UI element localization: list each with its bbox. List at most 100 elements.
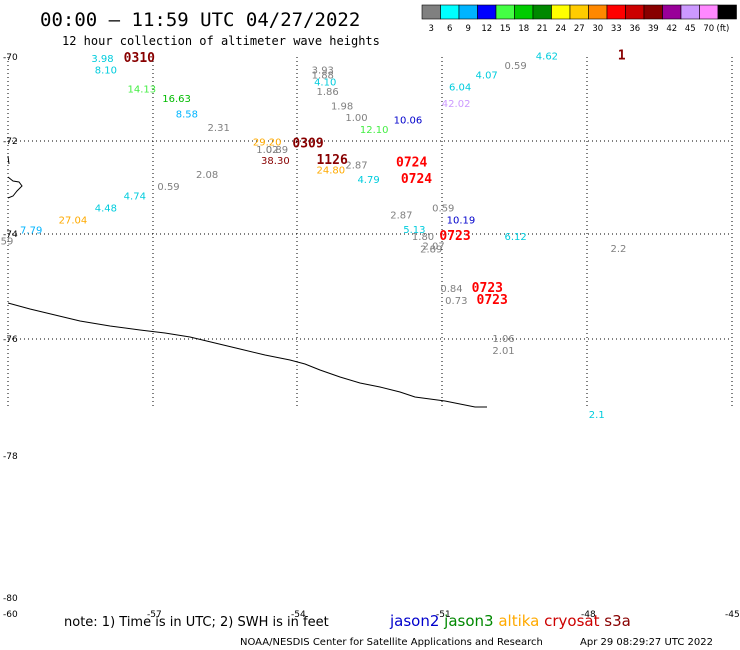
wave-height-value: 1.86 bbox=[316, 87, 338, 98]
lon-label: -51 bbox=[436, 610, 451, 620]
wave-height-value: 42.02 bbox=[442, 99, 471, 110]
pass-time-label: 0723 bbox=[472, 281, 503, 296]
wave-height-value: 1.06 bbox=[492, 334, 514, 345]
wave-height-value: 6.04 bbox=[449, 82, 471, 93]
legend-tick-label: 6 bbox=[447, 24, 452, 34]
legend-tick-label: 70 bbox=[703, 24, 714, 34]
legend-swatch bbox=[551, 4, 571, 20]
pass-time-label: 0723 bbox=[477, 293, 508, 308]
legend-swatch bbox=[532, 4, 552, 20]
wave-height-value: 10.06 bbox=[394, 116, 423, 127]
wave-height-value: 4.79 bbox=[357, 175, 379, 186]
legend-swatch bbox=[606, 4, 626, 20]
pass-time-label: 0723 bbox=[439, 229, 470, 244]
legend-tick-label: 21 bbox=[537, 24, 548, 34]
legend-swatch bbox=[440, 4, 460, 20]
legend-tick-label: 39 bbox=[648, 24, 659, 34]
wave-height-value: 1.00 bbox=[345, 113, 367, 124]
legend-swatch bbox=[643, 4, 663, 20]
wave-height-value: 0.59 bbox=[157, 182, 179, 193]
wave-height-value: 1.80 bbox=[412, 232, 434, 243]
lon-label: -54 bbox=[291, 610, 306, 620]
graticule bbox=[7, 57, 733, 406]
legend-unit: (ft) bbox=[717, 24, 730, 34]
satellite-altika: altika bbox=[494, 612, 540, 630]
lat-label: -72 bbox=[3, 137, 18, 147]
wave-height-legend: 3 6 9 12 15 18 21 24 27 30 33 36 39 42 45 70 (ft) bbox=[421, 4, 737, 34]
legend-swatch bbox=[717, 4, 737, 20]
wave-height-value: 27.04 bbox=[59, 215, 88, 226]
pass-time-labels: 0310030911260724072407230723072311271 bbox=[124, 48, 626, 308]
legend-tick-label: 36 bbox=[629, 24, 640, 34]
wave-height-value: 10.19 bbox=[447, 215, 476, 226]
wave-height-value: 2.1 bbox=[589, 410, 605, 421]
wave-height-value: 6.12 bbox=[504, 232, 526, 243]
coast-fragment bbox=[7, 176, 23, 199]
map-subtitle: 12 hour collection of altimeter wave hei… bbox=[62, 34, 380, 48]
wave-height-value: 8.58 bbox=[176, 109, 198, 120]
legend-tick-label: 12 bbox=[481, 24, 492, 34]
lat-label: -70 bbox=[3, 53, 18, 63]
wave-height-value: 16.63 bbox=[162, 94, 191, 105]
wave-height-value: 7.79 bbox=[20, 226, 42, 237]
pass-time-label: 0309 bbox=[292, 136, 323, 151]
wave-height-value: 4.48 bbox=[95, 203, 117, 214]
footnote: note: 1) Time is in UTC; 2) SWH is in fe… bbox=[64, 615, 329, 630]
longitude-labels: -60 -57 -54 -51 -48 -45 bbox=[3, 610, 740, 620]
legend-swatch bbox=[458, 4, 478, 20]
lon-label: -48 bbox=[581, 610, 596, 620]
wave-height-value: 2.01 bbox=[492, 346, 514, 357]
legend-swatch bbox=[495, 4, 515, 20]
wave-height-value: 8.10 bbox=[95, 66, 117, 77]
lon-label: -45 bbox=[725, 610, 740, 620]
wave-height-value: 14.13 bbox=[128, 85, 157, 96]
wave-height-value: 2.2 bbox=[611, 244, 627, 255]
wave-height-value: 3.93 bbox=[312, 66, 334, 77]
wave-height-value: 0.89 bbox=[266, 145, 288, 156]
wave-height-value: 12.10 bbox=[360, 125, 389, 136]
wave-height-value: 0.59 bbox=[0, 237, 13, 248]
legend-swatch bbox=[477, 4, 497, 20]
coast-fragment-2 bbox=[7, 155, 10, 165]
wave-height-value: 0.59 bbox=[504, 61, 526, 72]
legend-tick-label: 3 bbox=[429, 24, 434, 34]
wave-height-value: 0.84 bbox=[440, 284, 462, 295]
generated-timestamp: Apr 29 08:29:27 UTC 2022 bbox=[580, 637, 713, 648]
coastline bbox=[7, 155, 487, 408]
lon-label: -60 bbox=[3, 610, 18, 620]
lat-label: -80 bbox=[3, 594, 18, 604]
wave-height-value: 2.08 bbox=[196, 170, 218, 181]
satellite-s3a: s3a bbox=[600, 612, 631, 630]
wave-height-value: 2.89 bbox=[420, 245, 442, 256]
legend-tick-label: 18 bbox=[518, 24, 529, 34]
legend-swatch bbox=[699, 4, 719, 20]
wave-height-value: 4.74 bbox=[124, 192, 146, 203]
satellite-legend: jason2 jason3 altika cryosat s3a bbox=[389, 612, 631, 630]
satellite-jason2: jason2 bbox=[389, 612, 439, 630]
legend-swatch bbox=[625, 4, 645, 20]
legend-swatch bbox=[662, 4, 682, 20]
wave-height-value: 1.88 bbox=[312, 70, 334, 81]
pass-time-label: 0724 bbox=[396, 155, 427, 170]
wave-height-value: 29.20 bbox=[253, 137, 282, 148]
wave-height-value: 3.98 bbox=[91, 54, 113, 65]
wave-height-value: 0.73 bbox=[445, 296, 467, 307]
wave-height-value: 2.31 bbox=[208, 123, 230, 134]
credit-line: NOAA/NESDIS Center for Satellite Applica… bbox=[240, 637, 543, 648]
ice-shelf-edge bbox=[7, 302, 487, 408]
legend-swatch bbox=[569, 4, 589, 20]
pass-time-label: 1126 bbox=[316, 153, 347, 168]
lat-label: -76 bbox=[3, 335, 18, 345]
legend-swatch bbox=[588, 4, 608, 20]
wave-height-value: 1.02 bbox=[256, 145, 278, 156]
wave-height-value: 38.30 bbox=[261, 156, 290, 167]
wave-height-value: 4.10 bbox=[314, 78, 336, 89]
lon-label: -57 bbox=[147, 610, 162, 620]
legend-tick-label: 42 bbox=[666, 24, 677, 34]
legend-tick-label: 30 bbox=[592, 24, 603, 34]
legend-tick-label: 15 bbox=[500, 24, 511, 34]
wave-height-value: 2.87 bbox=[345, 161, 367, 172]
wave-height-value: 2.07 bbox=[423, 241, 445, 252]
wave-height-values: 3.988.1014.1316.638.582.313.931.884.101.… bbox=[0, 51, 626, 421]
